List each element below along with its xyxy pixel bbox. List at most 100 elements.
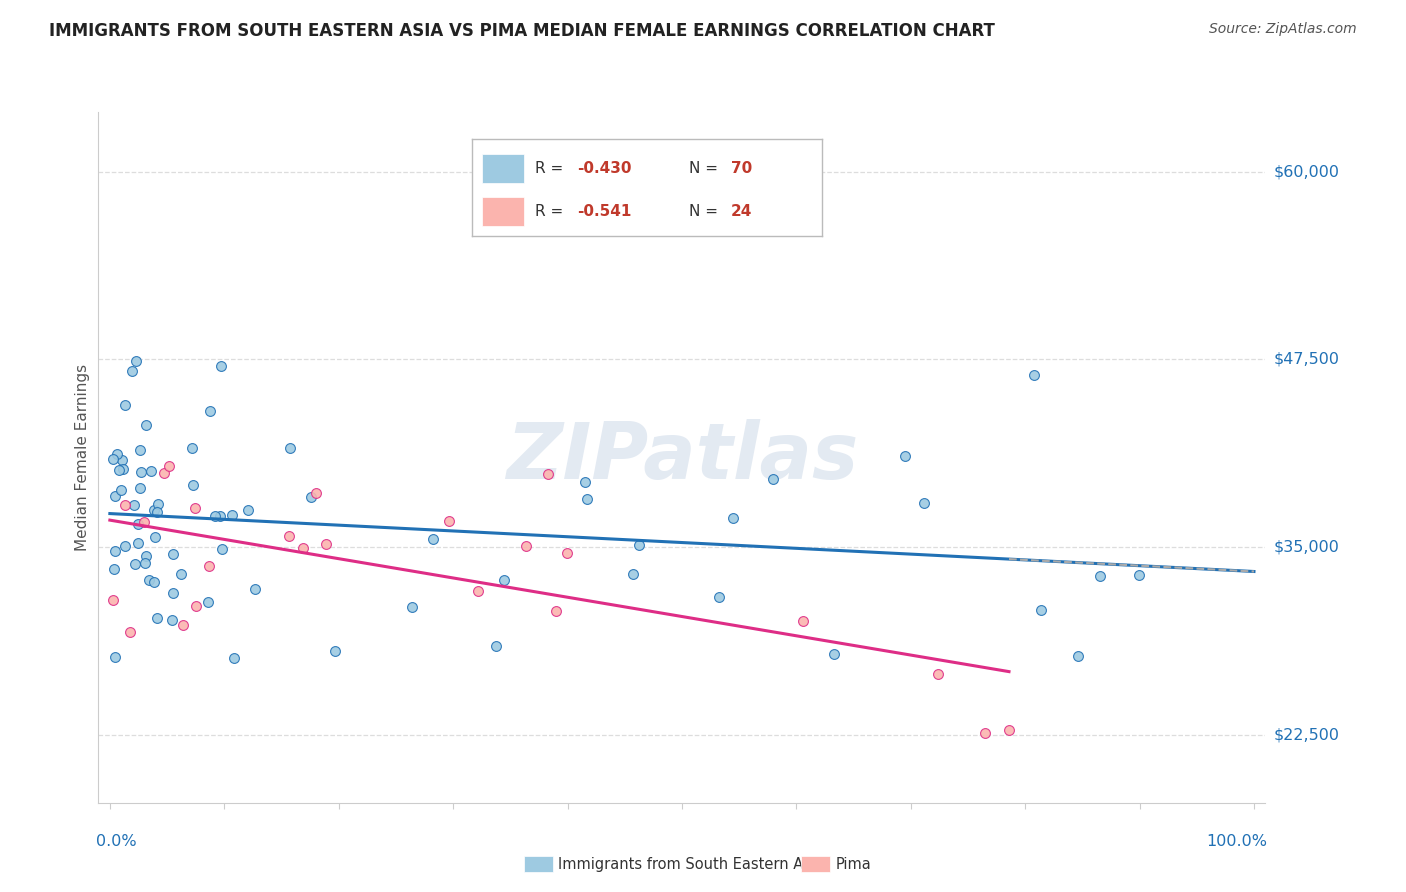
Point bbox=[142, 575, 165, 590]
Point bbox=[157, 458, 180, 473]
Point bbox=[103, 452, 125, 467]
Point bbox=[515, 539, 537, 553]
Point bbox=[211, 541, 233, 556]
Point bbox=[103, 561, 125, 575]
Text: $35,000: $35,000 bbox=[1274, 540, 1340, 555]
Point bbox=[105, 448, 128, 462]
Point bbox=[1029, 603, 1052, 617]
Point bbox=[146, 505, 169, 519]
Text: Immigrants from South Eastern Asia: Immigrants from South Eastern Asia bbox=[558, 857, 824, 871]
Point bbox=[128, 481, 150, 495]
Point bbox=[103, 489, 125, 503]
Point bbox=[184, 599, 207, 614]
Point bbox=[152, 467, 174, 481]
Point bbox=[485, 639, 508, 653]
Point bbox=[128, 443, 150, 458]
Point bbox=[114, 398, 136, 412]
Point bbox=[110, 483, 132, 497]
Point bbox=[974, 726, 997, 740]
Point bbox=[104, 543, 127, 558]
Text: Source: ZipAtlas.com: Source: ZipAtlas.com bbox=[1209, 22, 1357, 37]
Point bbox=[131, 465, 153, 479]
Point bbox=[208, 508, 231, 523]
Point bbox=[927, 667, 949, 681]
Point bbox=[792, 615, 814, 629]
Text: $60,000: $60,000 bbox=[1274, 164, 1340, 179]
Point bbox=[221, 508, 243, 522]
Point bbox=[134, 556, 156, 570]
Point bbox=[546, 603, 568, 617]
Point bbox=[181, 442, 204, 456]
Point bbox=[1090, 568, 1112, 582]
Point bbox=[181, 477, 204, 491]
Y-axis label: Median Female Earnings: Median Female Earnings bbox=[75, 364, 90, 550]
Point bbox=[114, 499, 136, 513]
Point bbox=[120, 624, 142, 639]
Point bbox=[127, 536, 149, 550]
Point bbox=[1022, 368, 1045, 382]
Point bbox=[108, 462, 131, 476]
Point bbox=[146, 610, 169, 624]
Point bbox=[998, 723, 1021, 737]
Point bbox=[139, 464, 162, 478]
Point bbox=[114, 539, 136, 553]
Point bbox=[576, 492, 599, 507]
Point bbox=[912, 496, 935, 510]
Point bbox=[1128, 568, 1150, 582]
Point bbox=[238, 503, 260, 517]
Point bbox=[162, 547, 184, 561]
Point bbox=[222, 651, 245, 665]
Point bbox=[278, 442, 301, 456]
Point bbox=[138, 573, 160, 587]
Point bbox=[721, 511, 744, 525]
Text: ZIPatlas: ZIPatlas bbox=[506, 419, 858, 495]
Point bbox=[277, 529, 299, 543]
Point bbox=[893, 449, 915, 463]
Text: Pima: Pima bbox=[835, 857, 870, 871]
Point bbox=[299, 490, 322, 504]
Text: IMMIGRANTS FROM SOUTH EASTERN ASIA VS PIMA MEDIAN FEMALE EARNINGS CORRELATION CH: IMMIGRANTS FROM SOUTH EASTERN ASIA VS PI… bbox=[49, 22, 995, 40]
Point bbox=[142, 503, 165, 517]
Text: 0.0%: 0.0% bbox=[96, 834, 136, 849]
Point bbox=[104, 649, 127, 664]
Point bbox=[146, 497, 169, 511]
Point bbox=[162, 585, 184, 599]
Point bbox=[112, 462, 135, 476]
Point bbox=[291, 541, 314, 555]
Point bbox=[323, 644, 346, 658]
Point bbox=[125, 354, 148, 368]
Point bbox=[492, 573, 515, 587]
Point bbox=[709, 591, 731, 605]
Point bbox=[198, 559, 221, 574]
Point bbox=[209, 359, 232, 374]
Point bbox=[122, 498, 145, 512]
Text: 100.0%: 100.0% bbox=[1206, 834, 1268, 849]
Point bbox=[124, 558, 146, 572]
Point bbox=[304, 486, 326, 500]
Point bbox=[537, 467, 560, 481]
Point bbox=[184, 500, 207, 515]
Point bbox=[135, 418, 157, 433]
Point bbox=[170, 567, 193, 582]
Point bbox=[200, 404, 222, 418]
Text: $22,500: $22,500 bbox=[1274, 728, 1340, 743]
Point bbox=[172, 618, 194, 632]
Point bbox=[111, 452, 134, 467]
Point bbox=[134, 515, 156, 529]
Point bbox=[315, 536, 337, 550]
Point bbox=[574, 475, 596, 490]
Point bbox=[162, 613, 184, 627]
Point bbox=[761, 472, 783, 486]
Point bbox=[121, 363, 143, 377]
Point bbox=[437, 514, 460, 528]
Point bbox=[623, 567, 645, 582]
Point bbox=[103, 593, 125, 607]
Point bbox=[135, 549, 157, 563]
Point bbox=[204, 508, 226, 523]
Point bbox=[127, 516, 149, 531]
Point bbox=[143, 530, 166, 544]
Point bbox=[467, 583, 489, 598]
Point bbox=[401, 599, 423, 614]
Point bbox=[555, 546, 578, 560]
Point bbox=[197, 595, 219, 609]
